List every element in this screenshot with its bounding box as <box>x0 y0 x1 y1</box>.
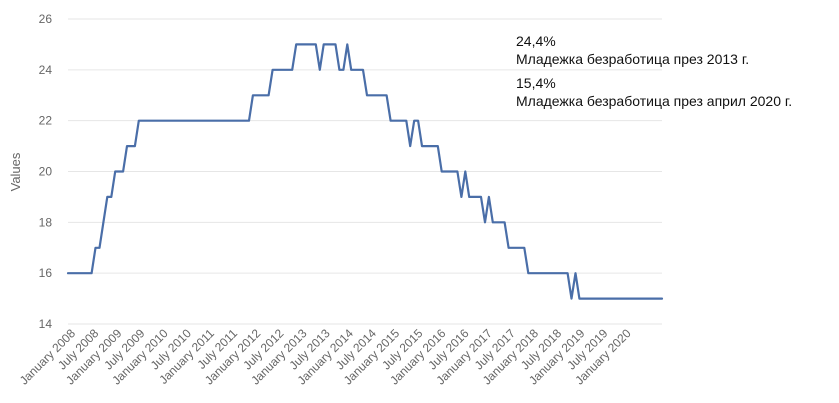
y-tick-label: 16 <box>39 266 53 280</box>
y-tick-label: 24 <box>39 63 53 77</box>
annotation-2020-text: Младежка безработица през април 2020 г. <box>516 93 793 109</box>
annotation-2013-value: 24,4% <box>516 33 556 49</box>
y-axis-label: Values <box>8 152 23 191</box>
y-tick-label: 14 <box>39 317 53 331</box>
series-line <box>66 43 664 300</box>
y-tick-label: 22 <box>39 114 53 128</box>
annotation-2013-text: Младежка безработица през 2013 г. <box>516 51 750 67</box>
y-tick-label: 18 <box>39 215 53 229</box>
annotation-2020: 15,4% Младежка безработица през април 20… <box>516 74 792 110</box>
y-tick-label: 20 <box>39 165 53 179</box>
y-axis-ticks: 14 16 18 20 22 24 26 <box>39 12 53 331</box>
y-tick-label: 26 <box>39 12 53 26</box>
annotation-2020-value: 15,4% <box>516 75 556 91</box>
annotation-2013: 24,4% Младежка безработица през 2013 г. <box>516 32 749 68</box>
